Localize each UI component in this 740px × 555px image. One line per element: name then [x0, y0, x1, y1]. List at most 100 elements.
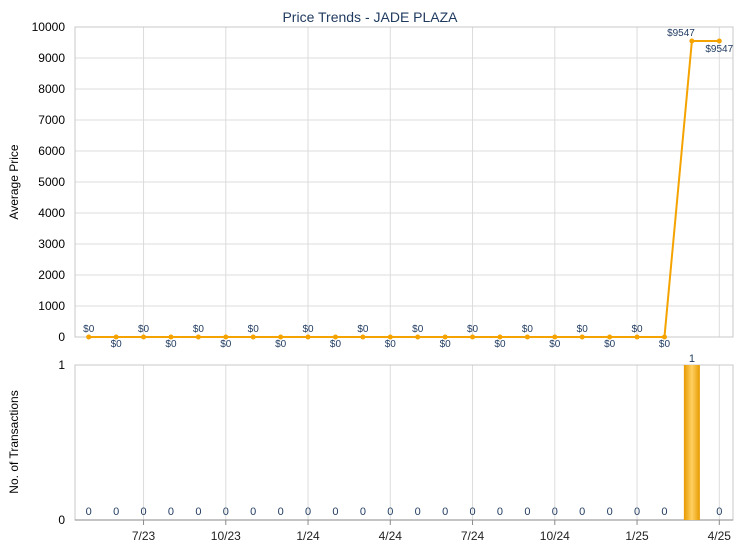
- price-y-tick-label: 2000: [38, 268, 65, 282]
- transactions-data-label: 0: [195, 506, 201, 518]
- price-y-tick-label: 3000: [38, 237, 65, 251]
- price-data-point: [223, 334, 229, 340]
- price-data-point: [305, 334, 311, 340]
- price-data-label: $0: [330, 339, 342, 350]
- transactions-data-label: 0: [524, 506, 530, 518]
- price-data-point: [497, 334, 503, 340]
- price-data-point: [579, 334, 585, 340]
- transactions-data-label: 0: [661, 506, 667, 518]
- transactions-data-label: 0: [113, 506, 119, 518]
- price-data-point: [332, 334, 338, 340]
- transactions-y-tick-label: 0: [58, 513, 65, 527]
- price-data-label: $0: [83, 324, 95, 335]
- transactions-data-label: 0: [140, 506, 146, 518]
- price-data-label: $0: [659, 339, 671, 350]
- transactions-data-label: 1: [689, 353, 695, 365]
- price-data-point: [250, 334, 256, 340]
- transactions-data-label: 0: [579, 506, 585, 518]
- transactions-data-label: 0: [469, 506, 475, 518]
- price-data-label: $0: [412, 324, 424, 335]
- price-y-tick-label: 8000: [38, 82, 65, 96]
- price-y-tick-label: 10000: [32, 20, 66, 34]
- price-y-tick-label: 5000: [38, 175, 65, 189]
- price-data-label: $0: [549, 339, 561, 350]
- price-data-point: [141, 334, 147, 340]
- price-data-point: [524, 334, 530, 340]
- transactions-data-label: 0: [442, 506, 448, 518]
- price-data-label: $0: [193, 324, 205, 335]
- price-data-point: [360, 334, 366, 340]
- transactions-data-label: 0: [305, 506, 311, 518]
- x-tick-label: 7/23: [132, 529, 156, 543]
- price-data-point: [716, 38, 722, 44]
- price-data-label: $0: [494, 339, 506, 350]
- transactions-plot-frame: [74, 364, 734, 521]
- transactions-data-label: 0: [278, 506, 284, 518]
- price-data-point: [415, 334, 421, 340]
- x-tick-label: 10/24: [540, 529, 570, 543]
- price-y-tick-label: 9000: [38, 51, 65, 65]
- price-data-label: $9547: [705, 44, 733, 55]
- price-y-tick-label: 4000: [38, 206, 65, 220]
- transactions-data-label: 0: [634, 506, 640, 518]
- price-data-label: $0: [577, 324, 589, 335]
- price-data-point: [195, 334, 201, 340]
- price-data-label: $0: [111, 339, 123, 350]
- price-data-point: [607, 334, 613, 340]
- price-data-label: $0: [440, 339, 452, 350]
- price-data-point: [113, 334, 119, 340]
- price-data-point: [689, 38, 695, 44]
- transactions-y-axis-label: No. of Transactions: [7, 390, 21, 493]
- transactions-bar: [683, 365, 700, 520]
- price-y-tick-label: 1000: [38, 299, 65, 313]
- price-data-label: $0: [138, 324, 150, 335]
- transactions-data-label: 0: [223, 506, 229, 518]
- x-tick-label: 4/25: [708, 529, 732, 543]
- price-data-point: [661, 334, 667, 340]
- price-data-label: $0: [302, 324, 314, 335]
- price-data-label: $0: [385, 339, 397, 350]
- price-data-point: [470, 334, 476, 340]
- price-series-line: [88, 40, 720, 338]
- price-y-axis-label: Average Price: [7, 144, 21, 219]
- price-data-point: [86, 334, 92, 340]
- price-data-label: $0: [357, 324, 369, 335]
- x-tick-label: 1/25: [625, 529, 649, 543]
- price-data-label: $0: [248, 324, 260, 335]
- price-data-point: [168, 334, 174, 340]
- transactions-data-label: 0: [86, 506, 92, 518]
- price-data-label: $0: [522, 324, 534, 335]
- transactions-data-label: 0: [250, 506, 256, 518]
- x-tick-label: 1/24: [296, 529, 320, 543]
- price-data-point: [278, 334, 284, 340]
- x-tick-label: 7/24: [461, 529, 485, 543]
- x-tick-label: 10/23: [211, 529, 241, 543]
- x-tick-label: 4/24: [379, 529, 403, 543]
- price-data-label: $0: [631, 324, 643, 335]
- transactions-data-label: 0: [387, 506, 393, 518]
- transactions-data-label: 0: [716, 506, 722, 518]
- transactions-data-label: 0: [415, 506, 421, 518]
- transactions-y-tick-label: 1: [58, 358, 65, 372]
- transactions-data-label: 0: [607, 506, 613, 518]
- price-data-point: [634, 334, 640, 340]
- transactions-panel: 0 1 7/23 10/23 1/24 4/24 7/24 10/24 1/25 4/25 0 0 0 0…: [58, 353, 734, 543]
- price-data-label: $0: [220, 339, 232, 350]
- price-data-label: $0: [165, 339, 177, 350]
- price-panel: 0 1000 2000 3000 4000 5000 6000 7000 8000 9000 100…: [32, 20, 734, 350]
- transactions-data-label: 0: [168, 506, 174, 518]
- price-y-tick-label: 0: [58, 330, 65, 344]
- transactions-data-label: 0: [497, 506, 503, 518]
- transactions-data-label: 0: [552, 506, 558, 518]
- price-data-point: [387, 334, 393, 340]
- price-data-label: $0: [275, 339, 287, 350]
- price-data-point: [552, 334, 558, 340]
- price-data-label: $0: [604, 339, 616, 350]
- price-data-label: $0: [467, 324, 479, 335]
- price-data-label: $9547: [667, 28, 695, 39]
- price-y-tick-label: 7000: [38, 113, 65, 127]
- transactions-data-label: 0: [360, 506, 366, 518]
- transactions-data-label: 0: [332, 506, 338, 518]
